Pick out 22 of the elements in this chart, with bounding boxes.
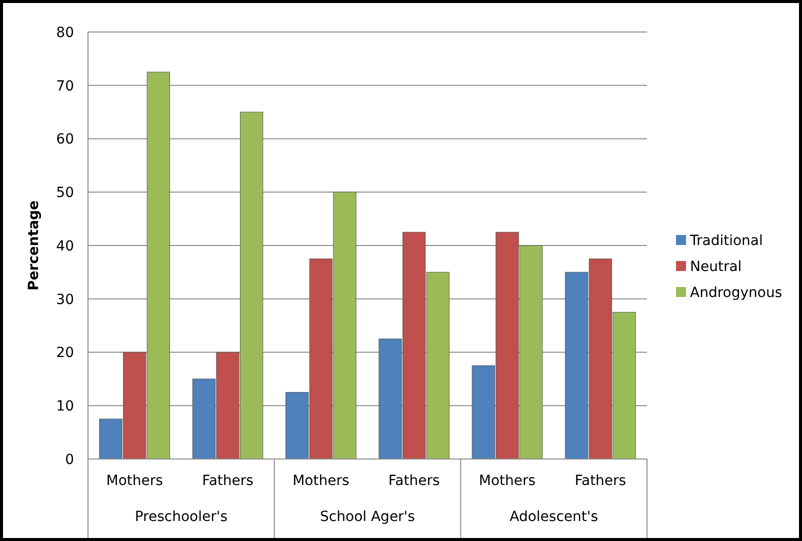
legend-label: Neutral (690, 258, 742, 275)
x-tick-label: Fathers (202, 473, 254, 489)
y-tick-label: 10 (56, 398, 74, 415)
y-tick-label: 50 (56, 185, 74, 202)
y-tick-label: 70 (56, 78, 74, 94)
y-tick-label: 60 (56, 132, 74, 148)
legend-label: Androgynous (690, 284, 782, 301)
y-tick-label: 20 (56, 345, 74, 362)
y-tick-label: 0 (65, 452, 74, 468)
y-tick-label: 80 (56, 24, 74, 41)
y-tick-label: 40 (56, 238, 74, 254)
x-tick-label: Mothers (292, 473, 350, 489)
x-tick-label: Fathers (574, 473, 626, 489)
y-tick-label: 30 (56, 292, 74, 308)
text: Preschooler's (134, 509, 228, 525)
x-tick-label: Mothers (106, 473, 163, 489)
x-tick-label: Fathers (388, 473, 440, 489)
text: Adolescent's (510, 509, 598, 525)
text: School Ager's (320, 509, 415, 525)
y-axis-title: Percentage (26, 200, 42, 291)
x-tick-label: Mothers (478, 473, 536, 489)
legend-label: Traditional (689, 232, 763, 249)
